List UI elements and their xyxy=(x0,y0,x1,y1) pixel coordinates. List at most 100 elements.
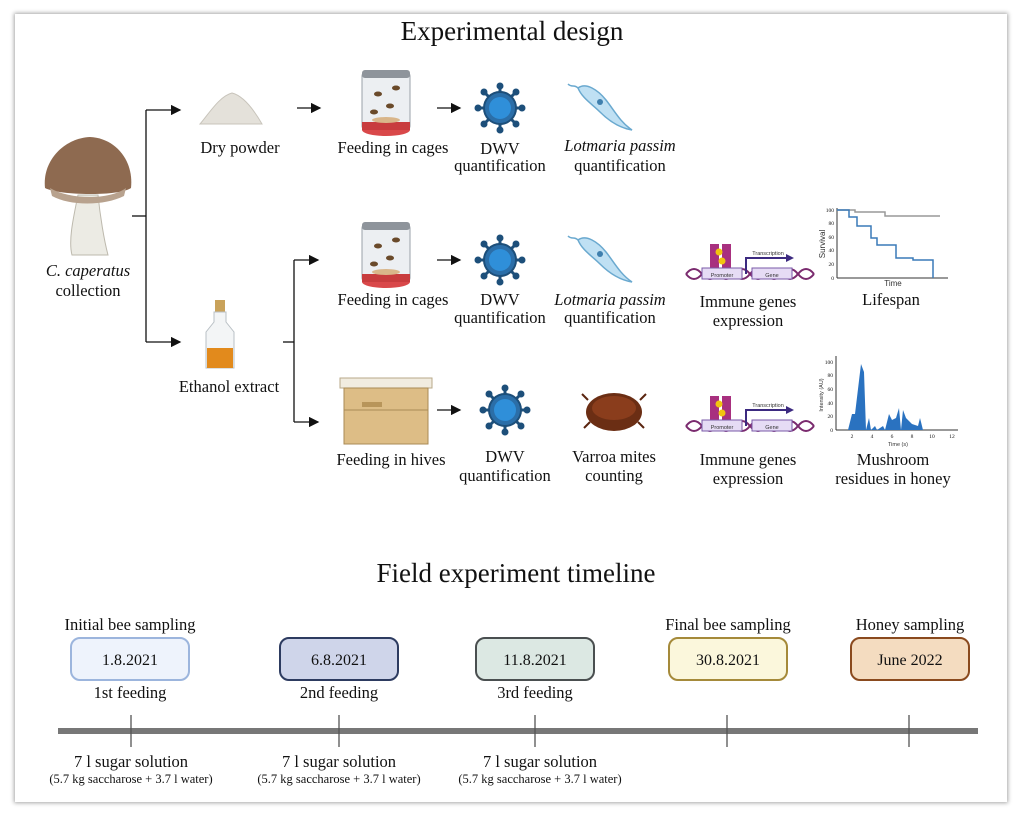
date-box xyxy=(70,637,190,681)
row2-dwv-label: DWV xyxy=(480,290,519,309)
event-above-label: Initial bee sampling xyxy=(64,615,195,634)
svg-text:60: 60 xyxy=(829,235,835,241)
row3-varroa-sub: counting xyxy=(585,466,643,485)
event-below-label: 2nd feeding xyxy=(300,683,378,702)
lotmaria-icon xyxy=(567,235,633,283)
svg-text:20: 20 xyxy=(828,414,834,420)
event-below-label: 3rd feeding xyxy=(497,683,573,702)
event-date: 1.8.2021 xyxy=(102,652,158,669)
row1-lotmaria-sub: quantification xyxy=(574,156,666,175)
collection-label: collection xyxy=(55,281,120,300)
event-date: 6.8.2021 xyxy=(311,652,367,669)
timeline-title: Field experiment timeline xyxy=(377,558,656,588)
svg-text:8: 8 xyxy=(911,434,914,440)
gene-expression-icon: Promoter Gene Transcription xyxy=(685,395,815,432)
lifespan-label: Lifespan xyxy=(862,290,920,309)
event-date: 30.8.2021 xyxy=(696,652,760,669)
svg-text:0: 0 xyxy=(830,428,833,434)
species-label: C. caperatus xyxy=(46,261,130,280)
svg-text:10: 10 xyxy=(929,434,935,440)
lotmaria-icon xyxy=(567,83,633,131)
chromatogram-chart-icon: 100 80 60 40 20 0 2 4 6 8 10 12 Intensit… xyxy=(819,356,958,448)
date-box xyxy=(850,637,970,681)
svg-text:Intensity (AU): Intensity (AU) xyxy=(819,378,825,411)
timeline-event: Honey sampling June 2022 xyxy=(850,615,970,681)
row2-immune-sub: expression xyxy=(713,311,784,330)
svg-text:2: 2 xyxy=(851,434,854,440)
svg-text:Gene: Gene xyxy=(765,425,778,431)
svg-text:100: 100 xyxy=(825,360,834,366)
svg-text:80: 80 xyxy=(828,373,834,379)
event-below-label: 1st feeding xyxy=(94,683,167,702)
design-title: Experimental design xyxy=(401,16,624,46)
varroa-mite-icon xyxy=(581,393,647,431)
timeline-ticks xyxy=(130,715,910,747)
residues-label: Mushroom xyxy=(857,450,930,469)
svg-text:100: 100 xyxy=(826,208,835,214)
svg-text:80: 80 xyxy=(829,221,835,227)
timeline-event: Final bee sampling 30.8.2021 xyxy=(665,615,791,681)
svg-text:Promoter: Promoter xyxy=(711,425,734,431)
row2-lotmaria-sub: quantification xyxy=(564,308,656,327)
dry-powder-label: Dry powder xyxy=(200,138,280,157)
svg-text:7 l sugar solution: 7 l sugar solution xyxy=(74,752,188,771)
mushroom-icon xyxy=(44,137,132,256)
cage-icon xyxy=(361,69,411,137)
survival-chart-icon: 100 80 60 40 20 0 Survival Time xyxy=(818,208,948,288)
svg-text:Transcription: Transcription xyxy=(752,251,784,257)
row2-immune-label: Immune genes xyxy=(700,292,797,311)
row1-dwv-label: DWV xyxy=(480,139,519,158)
date-box xyxy=(668,637,788,681)
residues-sub: residues in honey xyxy=(835,469,951,488)
row3-feeding-label: Feeding in hives xyxy=(336,450,445,469)
beehive-icon xyxy=(339,377,433,445)
svg-text:Time (s): Time (s) xyxy=(888,442,908,448)
gene-expression-icon: Promoter Gene Transcription xyxy=(685,243,815,280)
svg-text:0: 0 xyxy=(831,276,834,282)
svg-text:7 l sugar solution: 7 l sugar solution xyxy=(282,752,396,771)
row1-feeding-label: Feeding in cages xyxy=(338,138,449,157)
ethanol-bottle-icon xyxy=(205,300,235,369)
feeding-3-info: 7 l sugar solution (5.7 kg saccharose + … xyxy=(458,752,621,786)
date-box xyxy=(279,637,399,681)
row3-immune-label: Immune genes xyxy=(700,450,797,469)
virus-icon xyxy=(473,81,527,135)
svg-text:7 l sugar solution: 7 l sugar solution xyxy=(483,752,597,771)
row2-lotmaria-label: Lotmaria passim xyxy=(553,290,665,309)
row1-lotmaria-label: Lotmaria passim xyxy=(563,136,675,155)
svg-text:(5.7 kg saccharose + 3.7 l wat: (5.7 kg saccharose + 3.7 l water) xyxy=(257,772,420,786)
svg-text:40: 40 xyxy=(829,248,835,254)
svg-text:Gene: Gene xyxy=(765,273,778,279)
svg-text:20: 20 xyxy=(829,262,835,268)
svg-text:6: 6 xyxy=(891,434,894,440)
svg-text:4: 4 xyxy=(871,434,874,440)
dry-powder-icon xyxy=(198,92,263,125)
svg-text:(5.7 kg saccharose + 3.7 l wat: (5.7 kg saccharose + 3.7 l water) xyxy=(458,772,621,786)
timeline-event: 11.8.2021 3rd feeding xyxy=(475,637,595,702)
row3-dwv-sub: quantification xyxy=(459,466,551,485)
event-date: 11.8.2021 xyxy=(503,652,566,669)
row2-feeding-label: Feeding in cages xyxy=(338,290,449,309)
svg-text:Time: Time xyxy=(884,279,902,288)
date-box xyxy=(475,637,595,681)
event-date: June 2022 xyxy=(877,652,942,669)
row1-dwv-sub: quantification xyxy=(454,156,546,175)
ethanol-extract-label: Ethanol extract xyxy=(179,377,280,396)
feeding-2-info: 7 l sugar solution (5.7 kg saccharose + … xyxy=(257,752,420,786)
timeline-event: Initial bee sampling 1.8.2021 1st feeding xyxy=(64,615,195,702)
svg-text:(5.7 kg saccharose + 3.7 l wat: (5.7 kg saccharose + 3.7 l water) xyxy=(49,772,212,786)
virus-icon xyxy=(478,383,532,437)
virus-icon xyxy=(473,233,527,287)
row2-dwv-sub: quantification xyxy=(454,308,546,327)
cage-icon xyxy=(361,221,411,289)
branch-connector xyxy=(132,102,462,428)
row3-immune-sub: expression xyxy=(713,469,784,488)
svg-text:40: 40 xyxy=(828,401,834,407)
svg-text:12: 12 xyxy=(949,434,955,440)
feeding-1-info: 7 l sugar solution (5.7 kg saccharose + … xyxy=(49,752,212,786)
svg-text:Transcription: Transcription xyxy=(752,403,784,409)
timeline-event: 6.8.2021 2nd feeding xyxy=(279,637,399,702)
row3-varroa-label: Varroa mites xyxy=(572,447,656,466)
event-above-label: Honey sampling xyxy=(856,615,965,634)
